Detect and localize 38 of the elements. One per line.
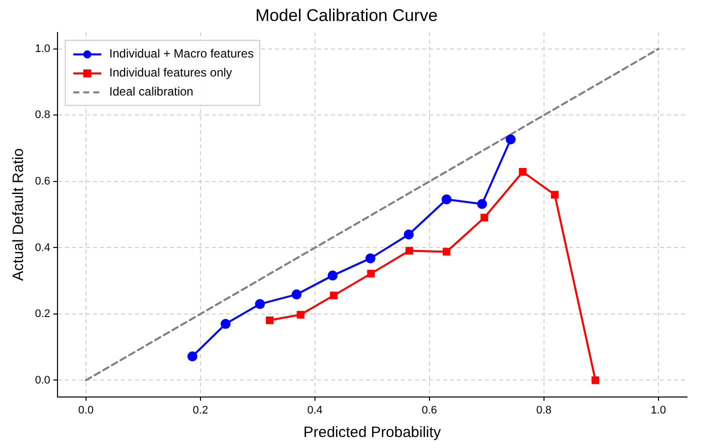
point <box>220 318 231 329</box>
point <box>266 316 274 324</box>
point <box>367 270 375 278</box>
point <box>296 310 304 318</box>
x-tick-label: 0.0 <box>78 404 94 416</box>
y-tick-label: 0.6 <box>34 176 50 188</box>
x-axis-title: Predicted Probability <box>303 424 442 442</box>
point <box>328 270 338 281</box>
point <box>292 289 302 300</box>
point <box>330 292 338 300</box>
point <box>518 168 527 176</box>
point <box>506 134 516 144</box>
point <box>254 299 265 310</box>
point <box>187 351 198 362</box>
x-tick-label: 0.2 <box>192 404 208 416</box>
point <box>406 246 414 255</box>
x-tick-label: 1.0 <box>650 404 666 416</box>
point <box>477 199 488 209</box>
y-tick-label: 0.8 <box>34 109 50 122</box>
point <box>550 190 559 199</box>
y-tick-label: 0.0 <box>34 374 50 386</box>
legend-label: Individual + Macro features <box>109 46 254 61</box>
x-tick-label: 0.6 <box>422 404 438 416</box>
x-tick-label: 0.8 <box>536 404 552 416</box>
y-axis-title: Actual Default Ratio <box>10 148 28 281</box>
legend-label: Individual features only <box>109 66 232 80</box>
y-tick-label: 0.4 <box>34 242 50 254</box>
point <box>442 194 452 204</box>
point <box>592 376 600 384</box>
point <box>442 248 450 256</box>
x-tick-label: 0.4 <box>307 404 323 416</box>
legend-label: Ideal calibration <box>109 84 194 99</box>
point <box>404 229 414 240</box>
point <box>365 253 376 264</box>
chart-title: Model Calibration Curve <box>255 6 438 25</box>
y-tick-label: 1.0 <box>34 42 50 55</box>
point <box>480 214 488 222</box>
y-tick-label: 0.2 <box>34 308 50 320</box>
